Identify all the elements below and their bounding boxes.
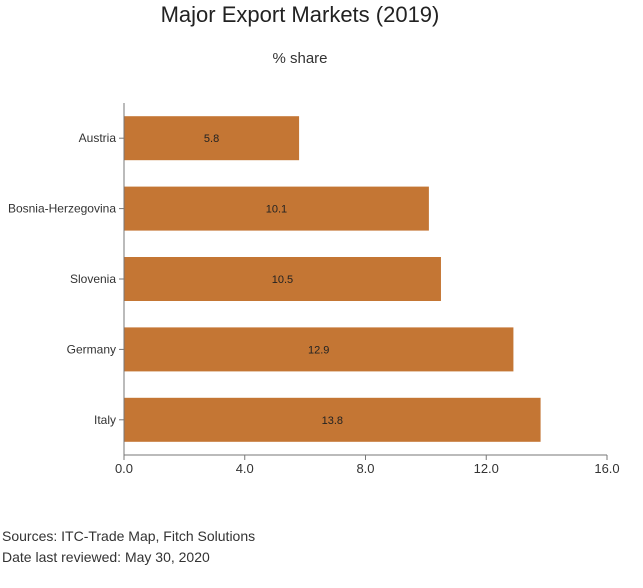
data-label: 13.8 bbox=[322, 415, 343, 427]
bar-bosnia-herzegovina bbox=[124, 186, 429, 231]
source-note: Sources: ITC-Trade Map, Fitch Solutions bbox=[2, 528, 256, 544]
x-tick-label: 0.0 bbox=[115, 461, 133, 476]
data-label: 10.1 bbox=[266, 204, 287, 216]
x-tick-label: 12.0 bbox=[474, 461, 499, 476]
bar-italy bbox=[124, 397, 541, 442]
data-label: 5.8 bbox=[204, 133, 219, 145]
bar-germany bbox=[124, 327, 514, 372]
bar-slovenia bbox=[124, 257, 441, 301]
x-tick-label: 4.0 bbox=[236, 461, 254, 476]
x-tick-label: 8.0 bbox=[356, 461, 374, 476]
data-label: 10.5 bbox=[272, 274, 293, 286]
category-label: Austria bbox=[79, 131, 117, 145]
review-date-note: Date last reviewed: May 30, 2020 bbox=[2, 549, 210, 565]
data-label: 12.9 bbox=[308, 344, 329, 356]
bar-austria bbox=[124, 116, 300, 161]
category-label: Slovenia bbox=[70, 272, 116, 286]
bar-chart: 5.8 Austria 10.1 Bosnia-Herzegovina 10.5 Slov… bbox=[8, 103, 620, 476]
x-tick-label: 16.0 bbox=[594, 461, 619, 476]
chart-title: Major Export Markets (2019) bbox=[160, 2, 440, 27]
chart-subtitle: % share bbox=[272, 50, 328, 67]
category-label: Italy bbox=[94, 413, 116, 427]
category-label: Bosnia-Herzegovina bbox=[8, 202, 116, 216]
category-label: Germany bbox=[67, 342, 116, 356]
